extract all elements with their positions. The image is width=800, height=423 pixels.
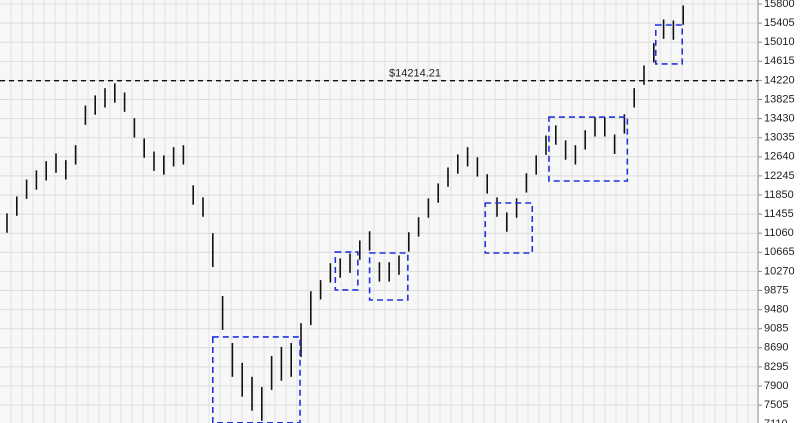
y-tick-label: 11850 bbox=[764, 189, 794, 201]
y-tick-label: 13825 bbox=[764, 93, 795, 105]
y-tick-label: 15800 bbox=[764, 0, 795, 10]
range-box bbox=[654, 24, 684, 65]
y-tick-label: 15405 bbox=[764, 17, 795, 29]
y-tick-label: 9085 bbox=[764, 323, 788, 335]
y-tick-label: 7505 bbox=[764, 399, 788, 411]
y-tick-label: 14615 bbox=[764, 55, 795, 67]
y-tick-label: 12640 bbox=[764, 151, 795, 163]
y-tick-label: 10270 bbox=[764, 265, 795, 277]
y-tick-label: 12245 bbox=[764, 170, 795, 182]
range-box bbox=[334, 251, 359, 291]
range-box bbox=[548, 116, 629, 182]
y-tick-label: 9875 bbox=[764, 284, 788, 296]
range-box bbox=[484, 202, 534, 254]
y-tick-label: 14220 bbox=[764, 74, 795, 86]
range-box bbox=[212, 336, 301, 423]
y-tick-label: 13430 bbox=[764, 113, 795, 125]
y-tick-label: 7110 bbox=[764, 418, 788, 423]
reference-label: $14214.21 bbox=[389, 68, 441, 80]
y-tick-label: 7900 bbox=[764, 380, 788, 392]
y-tick-label: 11060 bbox=[764, 227, 794, 239]
y-tick-label: 10665 bbox=[764, 246, 795, 258]
y-tick-label: 15010 bbox=[764, 36, 795, 48]
plot-area bbox=[0, 0, 758, 423]
y-tick-label: 8690 bbox=[764, 342, 788, 354]
range-box bbox=[368, 252, 409, 301]
y-tick-label: 9480 bbox=[764, 304, 788, 316]
y-tick-label: 13035 bbox=[764, 132, 795, 144]
y-tick-label: 11455 bbox=[764, 208, 794, 220]
y-tick-label: 8295 bbox=[764, 361, 788, 373]
